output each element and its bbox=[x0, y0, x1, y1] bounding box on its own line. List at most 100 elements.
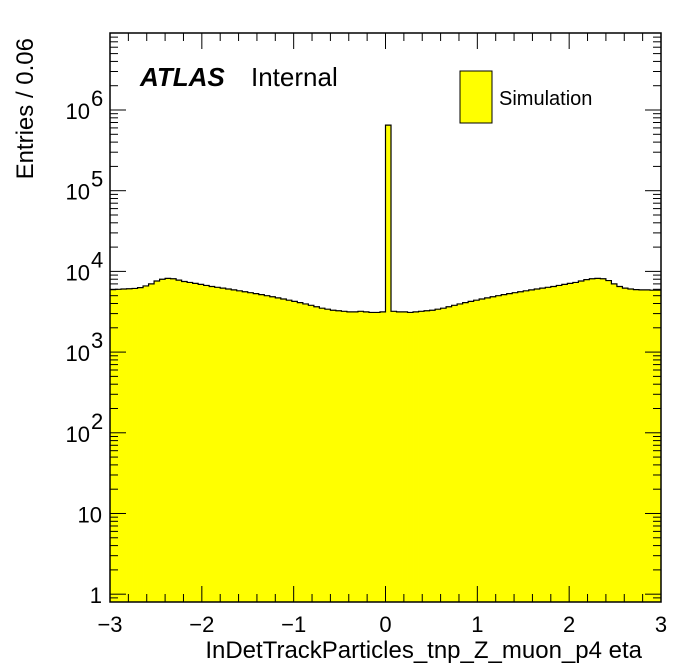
histogram-bar bbox=[649, 290, 656, 602]
histogram-bar bbox=[468, 301, 475, 602]
histogram-bar bbox=[479, 298, 486, 602]
histogram-bar bbox=[368, 312, 375, 602]
x-tick-label: −1 bbox=[281, 612, 306, 637]
histogram-bar bbox=[605, 280, 612, 602]
histogram-bar bbox=[115, 289, 122, 602]
histogram-bar bbox=[484, 297, 491, 602]
histogram-bar bbox=[148, 283, 155, 602]
histogram-bar bbox=[291, 301, 298, 602]
histogram-bar bbox=[600, 278, 607, 602]
histogram-bar bbox=[391, 311, 397, 602]
histogram-bar bbox=[225, 289, 232, 602]
histogram-bar bbox=[313, 306, 320, 602]
histogram-bar bbox=[121, 289, 127, 602]
histogram-bars bbox=[110, 125, 662, 602]
histogram-bar bbox=[506, 293, 513, 602]
histogram-bar bbox=[451, 305, 458, 602]
y-tick-label: 10 bbox=[66, 341, 90, 366]
histogram-bar bbox=[137, 287, 144, 602]
histogram-bar bbox=[374, 312, 381, 602]
histogram-bar bbox=[572, 282, 579, 602]
histogram-bar bbox=[275, 297, 282, 602]
histogram-bar bbox=[473, 300, 480, 602]
histogram-bar bbox=[429, 310, 436, 602]
histogram-bar bbox=[402, 311, 408, 602]
histogram-bar bbox=[363, 311, 370, 602]
legend-label-simulation: Simulation bbox=[499, 88, 592, 110]
histogram-bar bbox=[154, 281, 160, 602]
histogram-bar bbox=[335, 310, 342, 602]
x-tick-label: 3 bbox=[655, 612, 667, 637]
y-tick-label-exponent: 5 bbox=[91, 167, 103, 192]
histogram-bar bbox=[567, 283, 574, 602]
histogram-bar bbox=[583, 279, 590, 602]
axis-ticks bbox=[109, 32, 662, 603]
legend-swatch-simulation bbox=[459, 70, 493, 124]
histogram-bar bbox=[319, 308, 326, 602]
y-axis-title: Entries / 0.06 bbox=[12, 38, 39, 179]
histogram-bar bbox=[594, 278, 601, 602]
histogram-bar bbox=[578, 281, 585, 602]
y-tick-label: 10 bbox=[66, 422, 90, 447]
x-tick-label: −3 bbox=[97, 612, 122, 637]
histogram-bar bbox=[126, 288, 133, 602]
histogram-bar bbox=[297, 302, 304, 602]
histogram-bar bbox=[286, 300, 293, 602]
histogram-bar bbox=[490, 296, 497, 602]
histogram-bar bbox=[341, 311, 348, 602]
histogram-bar bbox=[446, 306, 453, 602]
histogram-bar bbox=[396, 311, 403, 602]
x-tick-label: 2 bbox=[563, 612, 575, 637]
histogram-bar bbox=[330, 310, 337, 602]
histogram-bar bbox=[264, 295, 271, 602]
y-tick-label: 10 bbox=[66, 180, 90, 205]
histogram-bar bbox=[379, 311, 386, 602]
legend: Simulation bbox=[459, 70, 592, 124]
histogram-bar bbox=[352, 311, 359, 602]
histogram-bar bbox=[231, 289, 238, 602]
histogram-bar bbox=[247, 292, 254, 602]
histogram-bar bbox=[545, 287, 552, 602]
histogram-bar bbox=[181, 281, 188, 602]
y-tick-label: 10 bbox=[78, 502, 102, 527]
histogram-bar bbox=[644, 289, 651, 602]
histogram-bar bbox=[170, 278, 177, 602]
histogram-bar bbox=[550, 286, 557, 602]
histogram-bar bbox=[242, 291, 249, 602]
histogram-bar bbox=[517, 291, 524, 602]
histogram-outline bbox=[110, 124, 661, 314]
histogram-bar bbox=[495, 295, 502, 602]
histogram-bar bbox=[253, 293, 260, 602]
histogram-bar bbox=[214, 287, 221, 602]
histogram-bar bbox=[192, 283, 199, 602]
histogram-bar bbox=[220, 288, 227, 602]
histogram-bar bbox=[616, 286, 623, 602]
y-tick-label-exponent: 6 bbox=[91, 86, 103, 111]
histogram-bar bbox=[346, 311, 353, 602]
histogram-bar bbox=[523, 290, 530, 602]
histogram-bar bbox=[308, 305, 315, 602]
histogram-bar bbox=[132, 288, 138, 602]
x-tick-labels: −3 −2 −1 0 1 2 3 bbox=[97, 612, 667, 637]
histogram-bar bbox=[209, 286, 216, 602]
histogram-bar bbox=[627, 289, 634, 602]
histogram-bar bbox=[462, 302, 469, 602]
internal-label: Internal bbox=[251, 62, 338, 92]
histogram-bar bbox=[302, 303, 309, 602]
histogram-bar bbox=[501, 294, 508, 602]
histogram-bar bbox=[457, 303, 464, 602]
histogram-bar bbox=[611, 283, 618, 602]
histogram-bar bbox=[424, 310, 430, 602]
x-axis-title: InDetTrackParticles_tnp_Z_muon_p4 eta bbox=[205, 637, 642, 664]
x-tick-label: 0 bbox=[379, 612, 391, 637]
histogram-bar bbox=[512, 292, 519, 602]
histogram-bar bbox=[236, 290, 243, 602]
histogram-bar bbox=[280, 298, 287, 602]
histogram-bar bbox=[413, 311, 419, 602]
histogram-bar bbox=[534, 289, 541, 602]
histogram-bar bbox=[385, 125, 392, 602]
histogram-bar bbox=[556, 285, 563, 602]
y-tick-label-exponent: 3 bbox=[91, 328, 103, 353]
